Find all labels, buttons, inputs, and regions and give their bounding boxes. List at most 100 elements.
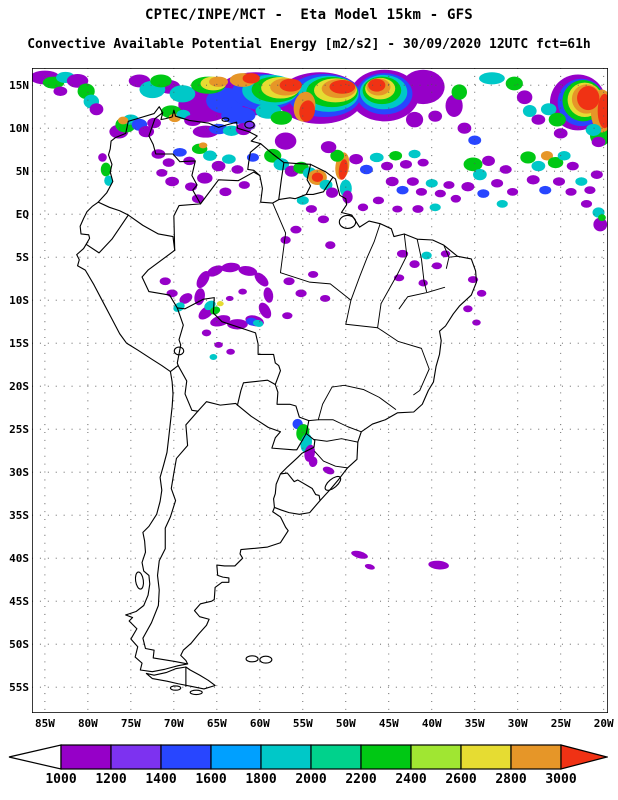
cape-cell bbox=[590, 170, 603, 179]
cape-cell bbox=[89, 103, 104, 116]
cape-cell bbox=[210, 306, 221, 315]
island-outline bbox=[134, 571, 145, 590]
lat-tick-label: 40S bbox=[9, 551, 29, 565]
country-border bbox=[176, 307, 184, 367]
cape-cell bbox=[196, 270, 210, 289]
cape-cell bbox=[577, 86, 600, 111]
colorbar-segment bbox=[260, 744, 312, 770]
country-border bbox=[274, 383, 310, 435]
cape-cell bbox=[409, 260, 420, 268]
lat-tick-label: 15S bbox=[9, 336, 29, 350]
cape-cell bbox=[552, 177, 566, 186]
cape-cell bbox=[222, 125, 241, 136]
cape-cell bbox=[405, 111, 424, 128]
island-outline bbox=[173, 346, 185, 356]
cape-cell bbox=[593, 217, 608, 232]
cape-cell bbox=[219, 187, 232, 197]
cape-cell bbox=[425, 178, 438, 188]
island-outline bbox=[338, 214, 357, 229]
cape-cell bbox=[258, 302, 272, 319]
country-border bbox=[127, 214, 176, 251]
state-border bbox=[279, 272, 352, 301]
cape-cell bbox=[53, 86, 68, 96]
lon-tick-label: 55W bbox=[292, 717, 313, 730]
cape-cell bbox=[540, 150, 553, 161]
cape-cell bbox=[418, 279, 428, 287]
cape-cell bbox=[553, 128, 568, 139]
cape-cell bbox=[295, 289, 307, 298]
cape-cell bbox=[320, 141, 337, 154]
cape-cell bbox=[429, 203, 441, 212]
cape-cell bbox=[252, 319, 264, 327]
cape-cell bbox=[159, 277, 171, 286]
lon-tick-label: 25W bbox=[550, 717, 571, 730]
lat-tick-label: 55S bbox=[9, 680, 29, 694]
lat-tick-label: EQ bbox=[15, 207, 29, 221]
coastline bbox=[76, 106, 478, 673]
lon-tick-label: 75W bbox=[120, 717, 141, 730]
cape-cell bbox=[221, 106, 256, 124]
country-border bbox=[199, 171, 261, 205]
colorbar-tick-label: 2200 bbox=[345, 772, 377, 787]
colorbar-tick-label: 2000 bbox=[295, 772, 327, 787]
cape-cell bbox=[597, 93, 608, 129]
country-border bbox=[278, 162, 285, 201]
cape-cell bbox=[209, 76, 229, 87]
lat-tick-label: 10N bbox=[9, 121, 29, 135]
cape-cell bbox=[279, 78, 302, 92]
cape-cell bbox=[290, 225, 302, 234]
island-outline bbox=[189, 689, 203, 696]
cape-cell bbox=[349, 154, 363, 165]
cape-cell bbox=[428, 560, 449, 570]
country-border bbox=[141, 249, 178, 309]
lon-tick-label: 45W bbox=[378, 717, 399, 730]
cape-cell bbox=[179, 293, 193, 304]
cape-cell bbox=[539, 185, 552, 195]
cape-cell bbox=[330, 149, 345, 162]
island-outline bbox=[169, 685, 182, 691]
cape-cell bbox=[326, 187, 339, 198]
cape-cell bbox=[392, 205, 403, 213]
lon-tick-label: 85W bbox=[34, 717, 55, 730]
lon-tick-label: 50W bbox=[335, 717, 356, 730]
state-border bbox=[345, 256, 368, 325]
island-outline bbox=[244, 120, 255, 129]
state-border bbox=[416, 238, 428, 293]
country-border bbox=[259, 174, 307, 204]
country-border bbox=[236, 379, 276, 406]
lat-tick-label: 15N bbox=[9, 78, 29, 92]
cape-cell bbox=[531, 114, 546, 125]
cape-cell bbox=[194, 288, 205, 306]
cape-cell bbox=[598, 214, 606, 222]
cape-cell bbox=[283, 277, 295, 286]
map-outlines bbox=[76, 106, 478, 696]
cape-cell bbox=[296, 196, 309, 205]
cape-cell bbox=[351, 550, 368, 559]
cape-cell bbox=[254, 272, 269, 287]
cape-cell bbox=[274, 132, 297, 150]
cape-cell bbox=[305, 205, 317, 213]
island-outline bbox=[324, 475, 342, 491]
cape-cell bbox=[209, 353, 218, 360]
lon-tick-label: 65W bbox=[206, 717, 227, 730]
state-border bbox=[308, 386, 333, 422]
colorbar-over-arrow bbox=[560, 744, 608, 770]
cape-cell bbox=[203, 150, 217, 161]
country-border bbox=[247, 143, 262, 177]
colorbar-tick-label: 2400 bbox=[395, 772, 427, 787]
colorbar-segment bbox=[360, 744, 412, 770]
country-border bbox=[177, 365, 199, 412]
cape-cell bbox=[482, 155, 495, 167]
cape-cell bbox=[210, 315, 231, 327]
country-border bbox=[85, 214, 129, 254]
cape-cell bbox=[450, 194, 461, 203]
cape-cell bbox=[147, 117, 161, 129]
cape-cell bbox=[242, 73, 260, 84]
cape-cell bbox=[548, 112, 566, 127]
lat-tick-label: 35S bbox=[9, 508, 29, 522]
cape-cell bbox=[585, 123, 602, 136]
state-border bbox=[314, 451, 348, 469]
cape-cell bbox=[317, 215, 330, 224]
lat-tick-label: 20S bbox=[9, 379, 29, 393]
